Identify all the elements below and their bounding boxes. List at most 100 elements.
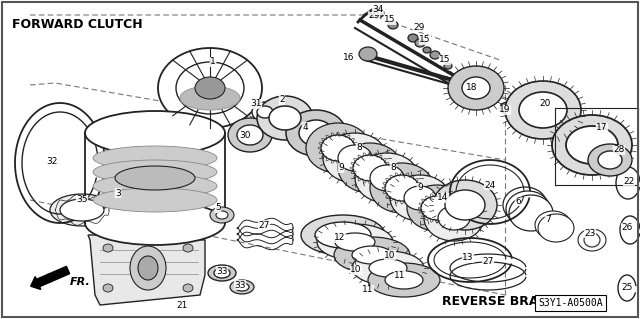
Ellipse shape [588, 144, 632, 176]
Ellipse shape [85, 111, 225, 155]
Ellipse shape [315, 222, 371, 248]
Ellipse shape [385, 175, 419, 201]
Text: 13: 13 [462, 254, 474, 263]
Ellipse shape [93, 174, 217, 198]
Ellipse shape [421, 196, 453, 220]
Text: 21: 21 [176, 300, 188, 309]
Text: 15: 15 [384, 16, 396, 25]
Ellipse shape [257, 96, 313, 140]
Ellipse shape [286, 110, 346, 156]
Ellipse shape [60, 199, 104, 221]
Ellipse shape [353, 155, 387, 181]
Ellipse shape [355, 153, 419, 203]
Text: 9: 9 [417, 183, 423, 192]
Text: 17: 17 [596, 123, 608, 132]
Text: 10: 10 [384, 250, 396, 259]
Polygon shape [88, 235, 205, 305]
Ellipse shape [408, 34, 418, 42]
Ellipse shape [500, 102, 516, 114]
Ellipse shape [598, 151, 622, 169]
Ellipse shape [338, 145, 372, 171]
Ellipse shape [85, 201, 225, 245]
Text: 12: 12 [334, 234, 346, 242]
Text: 33: 33 [234, 280, 246, 290]
Ellipse shape [334, 237, 410, 273]
Ellipse shape [352, 251, 424, 285]
Text: 33: 33 [216, 266, 228, 276]
Ellipse shape [370, 165, 404, 191]
Ellipse shape [335, 233, 375, 251]
Ellipse shape [445, 190, 485, 220]
Text: 7: 7 [545, 216, 551, 225]
Ellipse shape [566, 126, 618, 164]
Ellipse shape [505, 81, 581, 139]
Ellipse shape [237, 125, 263, 145]
Ellipse shape [388, 21, 398, 29]
Ellipse shape [130, 246, 166, 290]
Text: 26: 26 [621, 224, 633, 233]
Ellipse shape [317, 224, 393, 260]
Ellipse shape [306, 123, 370, 173]
Ellipse shape [385, 271, 423, 289]
Ellipse shape [183, 284, 193, 292]
Text: FR.: FR. [70, 277, 91, 287]
Text: 31: 31 [250, 100, 262, 108]
Ellipse shape [352, 246, 392, 264]
Text: 2: 2 [279, 95, 285, 105]
Ellipse shape [323, 133, 387, 183]
Text: 3: 3 [115, 189, 121, 197]
Ellipse shape [158, 48, 262, 128]
Text: 15: 15 [439, 56, 451, 64]
Text: 11: 11 [362, 286, 374, 294]
Text: 27: 27 [259, 220, 269, 229]
Ellipse shape [216, 211, 228, 219]
Text: REVERSE BRAKE: REVERSE BRAKE [442, 295, 557, 308]
Text: 11: 11 [394, 271, 406, 279]
Ellipse shape [430, 51, 440, 59]
Text: 8: 8 [390, 162, 396, 172]
Text: 20: 20 [540, 99, 550, 108]
Ellipse shape [50, 194, 114, 226]
Text: 1: 1 [210, 57, 216, 66]
Text: 4: 4 [302, 122, 308, 131]
Text: 27: 27 [483, 257, 493, 266]
Ellipse shape [180, 86, 240, 110]
Ellipse shape [115, 166, 195, 190]
Ellipse shape [321, 135, 355, 161]
Ellipse shape [103, 244, 113, 252]
Ellipse shape [210, 207, 234, 223]
Text: 28: 28 [613, 145, 625, 154]
Text: 34: 34 [372, 5, 384, 14]
Ellipse shape [93, 146, 217, 170]
Text: 6: 6 [515, 197, 521, 205]
Text: S3Y1-A0500A: S3Y1-A0500A [538, 298, 603, 308]
Ellipse shape [584, 233, 600, 247]
Ellipse shape [415, 39, 425, 47]
Ellipse shape [538, 214, 574, 242]
Ellipse shape [552, 115, 632, 175]
Ellipse shape [368, 263, 440, 297]
Text: 15: 15 [419, 35, 431, 44]
Ellipse shape [370, 8, 384, 18]
Text: 19: 19 [499, 106, 511, 115]
Text: 18: 18 [467, 83, 477, 92]
Ellipse shape [462, 77, 490, 99]
Text: 29: 29 [413, 23, 425, 32]
Ellipse shape [369, 259, 407, 277]
Text: FORWARD CLUTCH: FORWARD CLUTCH [12, 18, 143, 31]
Ellipse shape [183, 244, 193, 252]
Ellipse shape [424, 195, 484, 241]
Ellipse shape [338, 143, 402, 193]
Ellipse shape [235, 283, 249, 291]
Ellipse shape [438, 206, 470, 230]
Ellipse shape [448, 66, 504, 110]
Ellipse shape [195, 77, 225, 99]
Ellipse shape [252, 102, 278, 122]
Ellipse shape [359, 47, 377, 61]
Ellipse shape [444, 63, 452, 69]
Ellipse shape [519, 92, 567, 128]
Text: 23: 23 [584, 228, 596, 238]
Ellipse shape [433, 180, 497, 230]
Text: 8: 8 [356, 144, 362, 152]
Ellipse shape [269, 106, 301, 130]
